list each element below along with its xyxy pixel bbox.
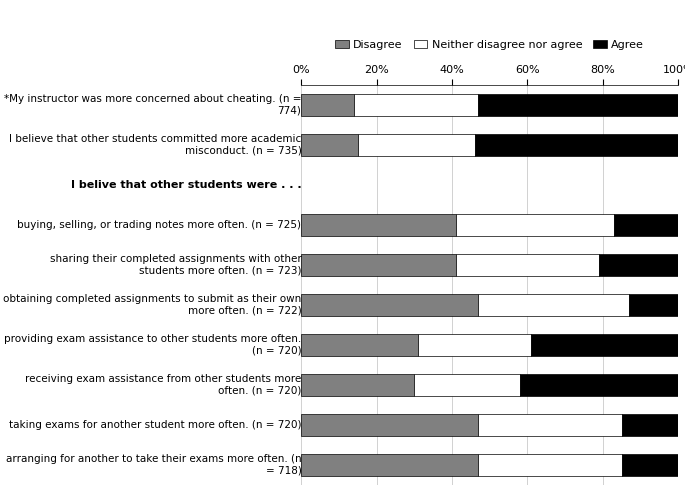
Bar <box>478 94 678 116</box>
Text: receiving exam assistance from other students more
often. (n = 720): receiving exam assistance from other stu… <box>25 374 301 396</box>
Bar <box>301 334 418 356</box>
Bar <box>354 94 478 116</box>
Legend: Disagree, Neither disagree nor agree, Agree: Disagree, Neither disagree nor agree, Ag… <box>331 36 649 54</box>
Text: taking exams for another student more often. (n = 720): taking exams for another student more of… <box>9 420 301 430</box>
Bar <box>301 214 456 236</box>
Bar <box>301 374 414 396</box>
Bar <box>301 254 456 276</box>
Bar <box>599 254 678 276</box>
Bar <box>456 254 599 276</box>
Bar <box>301 94 354 116</box>
Bar <box>622 454 678 476</box>
Bar <box>622 414 678 436</box>
Text: I belive that other students were . . .: I belive that other students were . . . <box>71 180 301 190</box>
Bar <box>456 214 614 236</box>
Text: providing exam assistance to other students more often.
(n = 720): providing exam assistance to other stude… <box>4 334 301 356</box>
Bar <box>301 414 478 436</box>
Bar <box>301 294 478 316</box>
Text: obtaining completed assignments to submit as their own
more often. (n = 722): obtaining completed assignments to submi… <box>3 294 301 316</box>
Text: *My instructor was more concerned about cheating. (n =
774): *My instructor was more concerned about … <box>4 94 301 116</box>
Bar <box>358 134 475 156</box>
Bar <box>478 454 621 476</box>
Text: sharing their completed assignments with other
students more often. (n = 723): sharing their completed assignments with… <box>49 254 301 276</box>
Bar <box>614 214 678 236</box>
Text: I believe that other students committed more academic
misconduct. (n = 735): I believe that other students committed … <box>9 134 301 156</box>
Bar <box>475 134 678 156</box>
Text: buying, selling, or trading notes more often. (n = 725): buying, selling, or trading notes more o… <box>17 220 301 230</box>
Bar <box>418 334 531 356</box>
Bar <box>478 414 621 436</box>
Bar <box>478 294 629 316</box>
Bar <box>520 374 678 396</box>
Bar <box>531 334 678 356</box>
Bar <box>301 134 358 156</box>
Text: arranging for another to take their exams more often. (n
= 718): arranging for another to take their exam… <box>5 454 301 476</box>
Bar <box>301 454 478 476</box>
Bar <box>629 294 678 316</box>
Bar <box>414 374 520 396</box>
